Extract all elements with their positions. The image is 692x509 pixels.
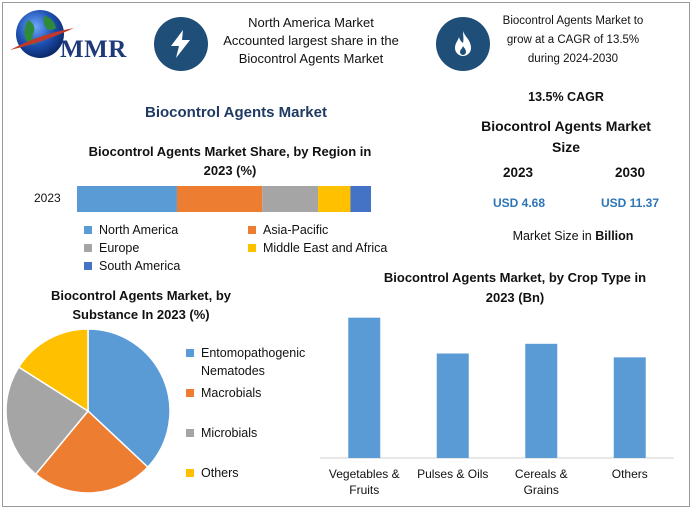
market-size-note-unit: Billion bbox=[595, 229, 634, 243]
region-legend-item: Asia-Pacific bbox=[248, 223, 328, 237]
region-legend-swatch bbox=[248, 244, 256, 252]
region-legend-item: Middle East and Africa bbox=[248, 241, 387, 255]
crop-category-label: Others bbox=[612, 467, 648, 481]
main-title: Biocontrol Agents Market bbox=[145, 104, 327, 121]
header-icon-2 bbox=[436, 17, 490, 71]
crop-chart-title-line: Biocontrol Agents Market, by Crop Type i… bbox=[383, 270, 647, 285]
market-size-title-line: Biocontrol Agents Market bbox=[481, 118, 651, 134]
header-icon-1 bbox=[154, 17, 208, 71]
region-legend-swatch bbox=[248, 226, 256, 234]
substance-legend-label: Entomopathogenic bbox=[186, 344, 305, 362]
substance-chart-title: Biocontrol Agents Market, by Substance I… bbox=[28, 286, 254, 324]
substance-legend-swatch bbox=[186, 389, 194, 397]
market-size-title-line: Size bbox=[551, 139, 580, 155]
market-value-2030: USD 11.37 bbox=[600, 196, 660, 210]
header-text-1: North America Market Accounted largest s… bbox=[212, 14, 410, 68]
crop-bar bbox=[348, 317, 381, 458]
crop-bar bbox=[613, 357, 646, 458]
pie-slice bbox=[17, 328, 89, 413]
crop-bar bbox=[525, 343, 558, 458]
crop-category-label: Pulses & Oils bbox=[417, 467, 488, 481]
region-legend-label: North America bbox=[99, 223, 179, 237]
market-value-2023: USD 4.68 bbox=[492, 196, 546, 210]
substance-chart-title-line: Biocontrol Agents Market, by bbox=[50, 288, 232, 303]
region-chart-title-line: Biocontrol Agents Market Share, by Regio… bbox=[88, 144, 372, 159]
substance-legend-item: Macrobials bbox=[186, 384, 261, 402]
region-legend: North America Asia-Pacific Europe Middle Ea… bbox=[84, 223, 414, 277]
substance-legend-item: Entomopathogenic Nematodes bbox=[186, 344, 305, 380]
region-chart-category-label: 2023 bbox=[34, 191, 61, 205]
region-legend-swatch bbox=[84, 226, 92, 234]
substance-legend-item: Microbials bbox=[186, 424, 257, 442]
region-legend-label: Middle East and Africa bbox=[263, 241, 388, 255]
region-legend-swatch bbox=[84, 244, 92, 252]
substance-legend-swatch bbox=[186, 367, 194, 375]
region-legend-item: North America bbox=[84, 223, 178, 237]
crop-chart-title-line: 2023 (Bn) bbox=[485, 290, 545, 305]
region-chart-title-line: 2023 (%) bbox=[203, 163, 257, 178]
region-bar-segment bbox=[262, 186, 319, 212]
substance-legend-swatch bbox=[186, 429, 194, 437]
region-bar-segment bbox=[350, 186, 371, 212]
substance-legend: Entomopathogenic Nematodes Macrobials Micro… bbox=[186, 340, 326, 490]
crop-category-label: Cereals & Grains bbox=[515, 467, 568, 497]
substance-legend-label: Macrobials bbox=[186, 384, 261, 402]
market-size-note-text: Market Size in bbox=[512, 229, 596, 243]
substance-legend-label: Others bbox=[186, 464, 239, 482]
pie-slice bbox=[34, 409, 149, 494]
substance-legend-item: Others bbox=[186, 464, 239, 482]
substance-legend-label: Microbials bbox=[186, 424, 257, 442]
region-bar-segment bbox=[318, 186, 351, 212]
region-legend-label: South America bbox=[99, 259, 181, 273]
header-text-2: Biocontrol Agents Market to grow at a CA… bbox=[496, 12, 650, 69]
crop-bar bbox=[436, 353, 469, 458]
region-legend-label: Asia-Pacific bbox=[263, 223, 329, 237]
region-legend-item: Europe bbox=[84, 241, 139, 255]
market-year-2030: 2030 bbox=[614, 165, 646, 180]
substance-chart-title-line: Substance In 2023 (%) bbox=[72, 307, 210, 322]
market-year-2023: 2023 bbox=[502, 165, 534, 180]
region-legend-swatch bbox=[84, 262, 92, 270]
market-size-note: Market Size in Billion bbox=[466, 229, 680, 243]
header-text-1-line: North America Market bbox=[248, 15, 374, 30]
pie-slice bbox=[87, 328, 171, 469]
header-text-2-line: Biocontrol Agents Market to bbox=[502, 15, 644, 27]
lightning-icon bbox=[171, 30, 190, 58]
mmr-logo: MMR bbox=[6, 6, 141, 66]
region-legend-item: South America bbox=[84, 259, 180, 273]
crop-chart-title: Biocontrol Agents Market, by Crop Type i… bbox=[352, 268, 678, 308]
region-legend-label: Europe bbox=[99, 241, 140, 255]
region-chart-title: Biocontrol Agents Market Share, by Regio… bbox=[60, 142, 400, 180]
market-size-title: Biocontrol Agents Market Size bbox=[466, 116, 666, 158]
globe-icon bbox=[10, 10, 74, 58]
header-text-1-line: Biocontrol Agents Market bbox=[238, 51, 384, 66]
header-text-2-line: during 2024-2030 bbox=[527, 53, 619, 65]
flame-icon bbox=[455, 31, 471, 56]
region-bar-segment bbox=[77, 186, 177, 212]
pie-slice bbox=[5, 366, 90, 476]
crop-category-label: Vegetables & Fruits bbox=[329, 467, 400, 497]
logo-text: MMR bbox=[60, 36, 127, 63]
cagr-label: 13.5% CAGR bbox=[528, 90, 604, 104]
header-text-1-line: Accounted largest share in the bbox=[223, 33, 399, 48]
substance-pie-chart bbox=[5, 328, 171, 494]
crop-column-chart: Vegetables & Fruits Pulses & Oils Cereals &… bbox=[320, 317, 674, 497]
region-stacked-bar bbox=[77, 186, 371, 212]
substance-legend-label: Nematodes bbox=[186, 362, 305, 380]
substance-legend-swatch bbox=[186, 349, 194, 357]
substance-legend-swatch bbox=[186, 469, 194, 477]
header-text-2-line: grow at a CAGR of 13.5% bbox=[506, 34, 640, 46]
region-bar-segment bbox=[176, 186, 263, 212]
